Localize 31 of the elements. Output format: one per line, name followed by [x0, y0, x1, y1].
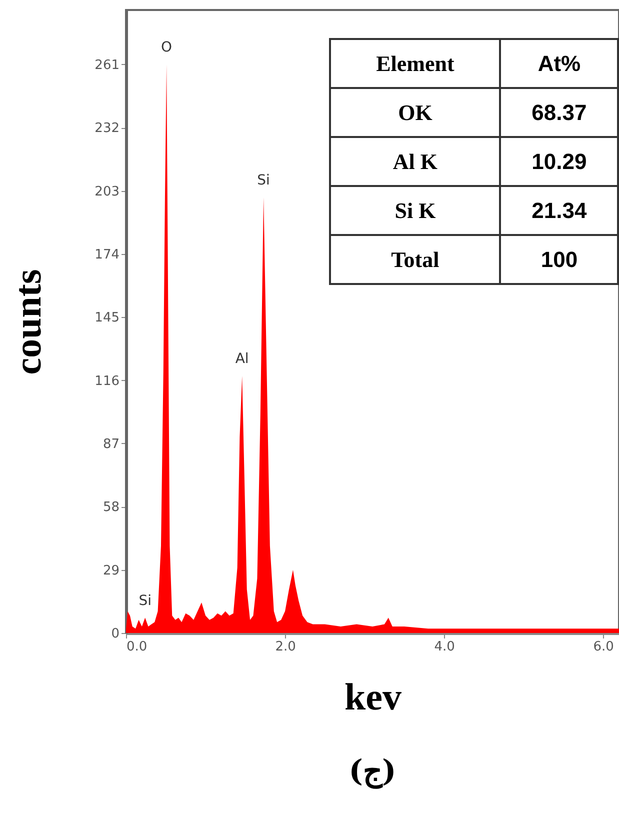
y-tick-label: 116: [94, 374, 120, 389]
y-tick-label: 87: [102, 436, 120, 452]
annotation: Si K: [330, 186, 500, 235]
y-tick-label: 0: [111, 626, 120, 642]
annotation: Si: [257, 172, 270, 188]
y-tick-label: 29: [102, 563, 120, 578]
annotation: Total: [330, 235, 500, 284]
text: (ج): [348, 754, 396, 789]
x-tick-label: 0.0: [126, 640, 148, 654]
y-tick-label: 58: [102, 500, 120, 516]
annotation: 21.34: [500, 186, 618, 235]
annotation: Al: [235, 350, 249, 367]
x-axis-title: kev: [344, 676, 402, 718]
annotation: Element: [330, 39, 500, 88]
y-tick-label: 203: [94, 184, 120, 200]
y-tick-label: 261: [94, 58, 120, 73]
x-tick-label: 6.0: [593, 640, 614, 654]
x-tick-label: 2.0: [275, 640, 296, 654]
annotation: At%: [500, 39, 618, 88]
x-tick-label: 4.0: [434, 640, 455, 654]
y-axis-title: counts: [8, 269, 50, 375]
annotation: Si: [138, 592, 152, 609]
annotation: 10.29: [500, 137, 618, 186]
annotation: Al K: [330, 137, 500, 186]
y-tick-label: 174: [94, 247, 120, 262]
annotation: 68.37: [500, 88, 618, 137]
annotation: O: [161, 39, 172, 56]
annotation: OK: [330, 88, 500, 137]
y-tick-label: 145: [94, 310, 120, 326]
annotation: 100: [500, 235, 618, 284]
y-tick-label: 232: [94, 121, 120, 136]
